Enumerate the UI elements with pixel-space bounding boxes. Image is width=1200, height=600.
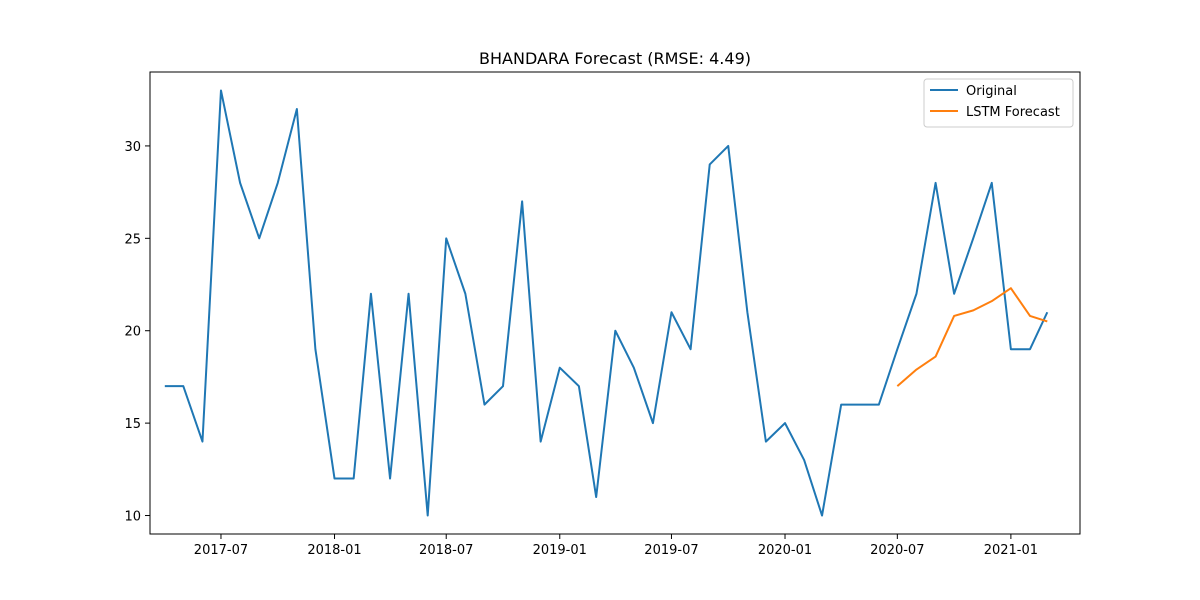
x-axis: 2017-07 2018-01 2018-07 2019-01 2019-07 2020-…: [194, 534, 1038, 558]
legend-box: [923, 78, 1074, 128]
legend-label-lstm-forecast: LSTM Forecast: [966, 105, 1060, 120]
x-tick-label: 2018-01: [307, 543, 361, 558]
x-tick-label: 2020-01: [758, 543, 812, 558]
x-tick-label: 2019-01: [533, 543, 587, 558]
series-line-original: [164, 89, 1049, 517]
x-tick-label: 2021-01: [984, 543, 1038, 558]
x-tick-label: 2020-07: [870, 543, 924, 558]
y-tick-label: 15: [124, 417, 141, 432]
x-tick-label: 2017-07: [194, 543, 248, 558]
y-tick-label: 10: [124, 510, 141, 525]
plot-area-frame: [149, 71, 1081, 535]
chart-title: BHANDARA Forecast (RMSE: 4.49): [479, 49, 751, 68]
y-tick-label: 30: [124, 140, 141, 155]
legend-label-original: Original: [966, 84, 1017, 99]
series-line-lstm-forecast: [896, 287, 1048, 387]
y-tick-label: 25: [124, 232, 141, 247]
y-axis: 10 15 20 25 30: [124, 140, 150, 525]
y-tick-label: 20: [124, 325, 141, 340]
x-tick-label: 2018-07: [419, 543, 473, 558]
x-tick-label: 2019-07: [644, 543, 698, 558]
series-layer: [164, 89, 1049, 517]
legend: Original LSTM Forecast: [923, 78, 1074, 128]
